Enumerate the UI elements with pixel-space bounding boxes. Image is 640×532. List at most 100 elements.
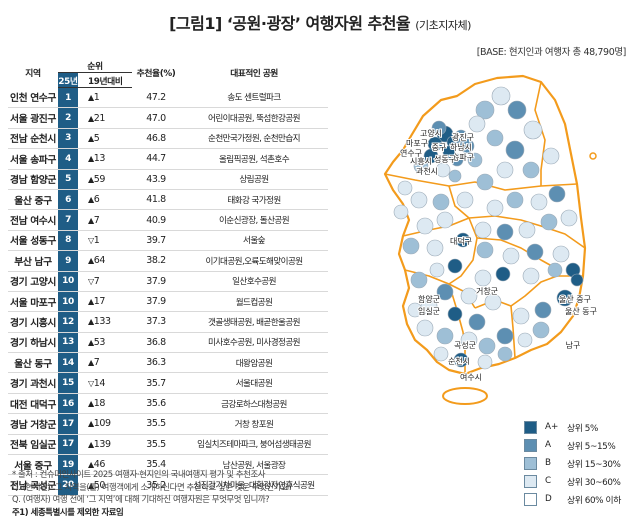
legend-code: A+ xyxy=(545,422,559,432)
district-region xyxy=(410,271,428,289)
district-region xyxy=(447,258,463,274)
up-arrow-icon: ▲ xyxy=(88,154,94,164)
row-spot: 올림픽공원, 석촌호수 xyxy=(180,148,328,170)
table-row: 서울 중구 19 ▲46 35.4 남산공원, 서울광장 xyxy=(8,454,328,476)
row-rate: 40.9 xyxy=(132,209,180,231)
row-rate: 35.7 xyxy=(132,372,180,394)
row-rate: 35.5 xyxy=(132,413,180,435)
row-change-value: 59 xyxy=(93,173,106,185)
table-row: 경기 고양시 10 ▽7 37.9 일산호수공원 xyxy=(8,271,328,292)
legend-label: 상위 5~15% xyxy=(567,441,616,452)
district-region xyxy=(532,321,550,339)
district-region xyxy=(407,302,423,318)
note-q-traveler: Q. (여행자) 여행 전에 ‘그 지역’에 대해 기대하신 여행자원은 무엇무… xyxy=(12,494,270,504)
row-change-value: 50 xyxy=(93,479,106,491)
map-label: 울산 동구 xyxy=(565,306,597,316)
legend-item: C 상위 30~60% xyxy=(524,472,634,490)
district-region xyxy=(522,267,540,285)
district-region xyxy=(530,193,548,211)
row-rank: 3 xyxy=(58,128,78,150)
district-region xyxy=(468,313,486,331)
district-region xyxy=(506,191,524,209)
row-region: 전북 임실군 xyxy=(8,434,58,456)
district-region xyxy=(496,327,514,345)
district-region xyxy=(486,129,504,147)
row-region: 경기 과천시 xyxy=(8,372,58,394)
table-row: 서울 성동구 8 ▽1 39.7 서울숲 xyxy=(8,230,328,252)
down-arrow-icon: ▽ xyxy=(88,378,94,388)
row-spot: 미사호수공원, 미사경정공원 xyxy=(180,332,328,354)
row-rate: 47.2 xyxy=(132,87,180,109)
row-change-value: 64 xyxy=(93,255,106,267)
up-arrow-icon: ▲ xyxy=(88,297,94,307)
row-spot: 어린이대공원, 뚝섬한강공원 xyxy=(180,107,328,129)
district-region xyxy=(436,211,454,229)
map-label: 시흥시 xyxy=(410,156,432,166)
province-border xyxy=(510,305,516,359)
district-region xyxy=(456,191,474,209)
district-region xyxy=(502,247,520,265)
row-region: 경기 하남시 xyxy=(8,332,58,354)
row-change: ▽14 xyxy=(78,372,132,394)
district-region xyxy=(526,243,544,261)
district-region xyxy=(433,346,449,362)
up-arrow-icon: ▲ xyxy=(88,256,94,266)
up-arrow-icon: ▲ xyxy=(88,480,94,490)
district-region xyxy=(423,148,439,164)
row-change-value: 17 xyxy=(93,296,106,308)
map-label: 마포구 xyxy=(406,139,428,148)
province-border xyxy=(534,81,546,186)
row-change-value: 1 xyxy=(93,92,100,104)
row-change: ▲7 xyxy=(78,352,132,374)
row-rate: 35.6 xyxy=(132,393,180,415)
table-body: 인천 연수구 1 ▲1 47.2 송도 센트럴파크 서울 광진구 2 ▲21 47.0 어린이대공… xyxy=(8,87,328,496)
col-region: 지역 xyxy=(25,69,41,80)
row-spot: 월드컵공원 xyxy=(180,291,328,313)
table-row: 경남 함양군 5 ▲59 43.9 상림공원 xyxy=(8,169,328,190)
map-label: 곡성군 xyxy=(454,341,476,350)
district-region xyxy=(416,319,434,337)
map-label: 송파구 xyxy=(452,153,474,162)
province-border xyxy=(476,237,560,271)
row-rank: 1 xyxy=(58,87,78,109)
row-rate: 35.5 xyxy=(132,434,180,456)
row-rank: 7 xyxy=(58,209,78,231)
district-region xyxy=(460,331,478,349)
row-region: 서울 성동구 xyxy=(8,230,58,252)
legend-label: 상위 5% xyxy=(567,423,598,434)
ulleung-island xyxy=(589,152,597,160)
table-row: 경남 거창군 17 ▲109 35.5 거창 창포원 xyxy=(8,413,328,435)
legend-item: A 상위 5~15% xyxy=(524,436,634,454)
row-spot: 임실치즈테마파크, 붕어섬생태공원 xyxy=(180,434,328,456)
table-row: 울산 동구 14 ▲7 36.3 대왕암공원 xyxy=(8,352,328,374)
row-region: 서울 마포구 xyxy=(8,291,58,313)
district-region xyxy=(540,213,558,231)
row-spot: 거창 창포원 xyxy=(180,413,328,435)
district-region xyxy=(475,100,495,120)
map-label: 하남시 xyxy=(450,142,472,152)
legend-swatch xyxy=(524,474,537,488)
row-rank: 4 xyxy=(58,148,78,170)
row-change: ▲59 xyxy=(78,169,132,190)
district-region xyxy=(542,147,560,165)
legend-swatch xyxy=(524,492,537,506)
legend-swatch xyxy=(524,456,537,470)
district-region xyxy=(548,185,566,203)
base-note: [BASE: 현지인과 여행자 총 48,790명] xyxy=(476,47,627,58)
map-label: 함양군 xyxy=(418,295,440,304)
map-label: 대덕구 xyxy=(450,236,472,246)
map-label: 임실군 xyxy=(418,306,440,316)
district-region xyxy=(507,100,527,120)
row-rate: 43.9 xyxy=(132,169,180,190)
district-region xyxy=(455,232,471,248)
district-region xyxy=(450,153,464,167)
district-region xyxy=(468,115,486,133)
district-region xyxy=(495,266,511,282)
table-row: 서울 광진구 2 ▲21 47.0 어린이대공원, 뚝섬한강공원 xyxy=(8,107,328,129)
table-row: 전북 임실군 17 ▲139 35.5 임실치즈테마파크, 붕어섬생태공원 xyxy=(8,434,328,456)
legend-code: D xyxy=(545,494,552,504)
row-spot: 남산공원, 서울광장 xyxy=(180,454,328,476)
row-rank: 16 xyxy=(58,393,78,415)
district-region xyxy=(518,221,536,239)
row-region: 전남 순천시 xyxy=(8,128,58,150)
